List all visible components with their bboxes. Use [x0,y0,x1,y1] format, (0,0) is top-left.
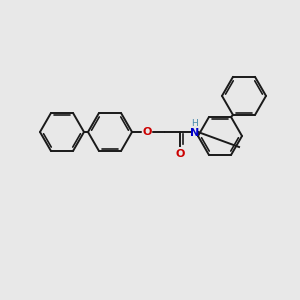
Text: O: O [175,149,185,159]
Text: H: H [192,119,198,128]
Text: N: N [190,128,200,138]
Text: O: O [142,127,152,137]
